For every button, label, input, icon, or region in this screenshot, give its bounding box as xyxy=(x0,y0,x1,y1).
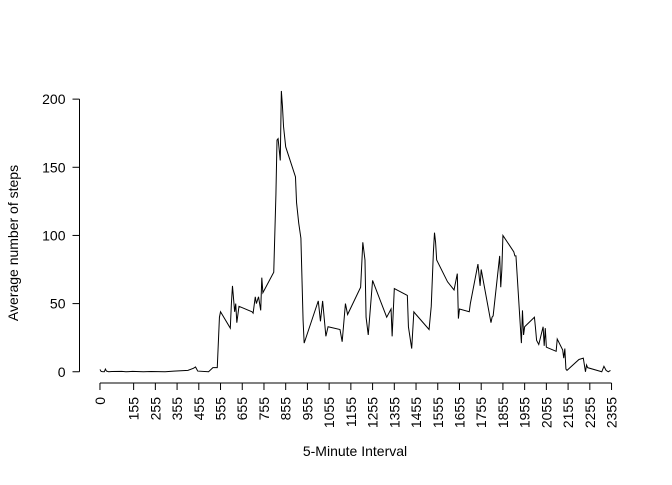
x-tick-label: 455 xyxy=(191,397,207,421)
x-tick-label: 2155 xyxy=(560,397,576,428)
y-tick-label: 150 xyxy=(42,159,66,175)
y-tick-label: 50 xyxy=(50,296,66,312)
data-line xyxy=(99,90,611,373)
x-tick-label: 355 xyxy=(169,397,185,421)
x-tick-label: 2355 xyxy=(604,397,620,428)
y-tick-label: 100 xyxy=(42,227,66,243)
x-tick-label: 1555 xyxy=(430,397,446,428)
x-tick-label: 255 xyxy=(147,397,163,421)
x-tick-label: 1755 xyxy=(473,397,489,428)
x-tick-label: 655 xyxy=(234,397,250,421)
x-tick-label: 2055 xyxy=(538,397,554,428)
x-tick-label: 855 xyxy=(278,397,294,421)
y-tick-label: 0 xyxy=(58,364,66,380)
x-tick-label: 955 xyxy=(299,397,315,421)
y-tick-label: 200 xyxy=(42,91,66,107)
y-axis-label: Average number of steps xyxy=(5,165,21,321)
x-tick-label: 2255 xyxy=(582,397,598,428)
x-tick-label: 755 xyxy=(256,397,272,421)
x-tick-label: 1355 xyxy=(386,397,402,428)
x-tick-label: 555 xyxy=(213,397,229,421)
x-tick-label: 0 xyxy=(92,397,108,405)
x-tick-label: 1955 xyxy=(517,397,533,428)
x-tick-label: 1155 xyxy=(343,397,359,427)
x-axis-label: 5-Minute Interval xyxy=(303,443,407,459)
x-tick-label: 1655 xyxy=(451,397,467,428)
x-tick-label: 1855 xyxy=(495,397,511,428)
x-tick-label: 1055 xyxy=(321,397,337,428)
x-tick-label: 1255 xyxy=(365,397,381,428)
x-tick-label: 155 xyxy=(126,397,142,421)
x-tick-label: 1455 xyxy=(408,397,424,428)
